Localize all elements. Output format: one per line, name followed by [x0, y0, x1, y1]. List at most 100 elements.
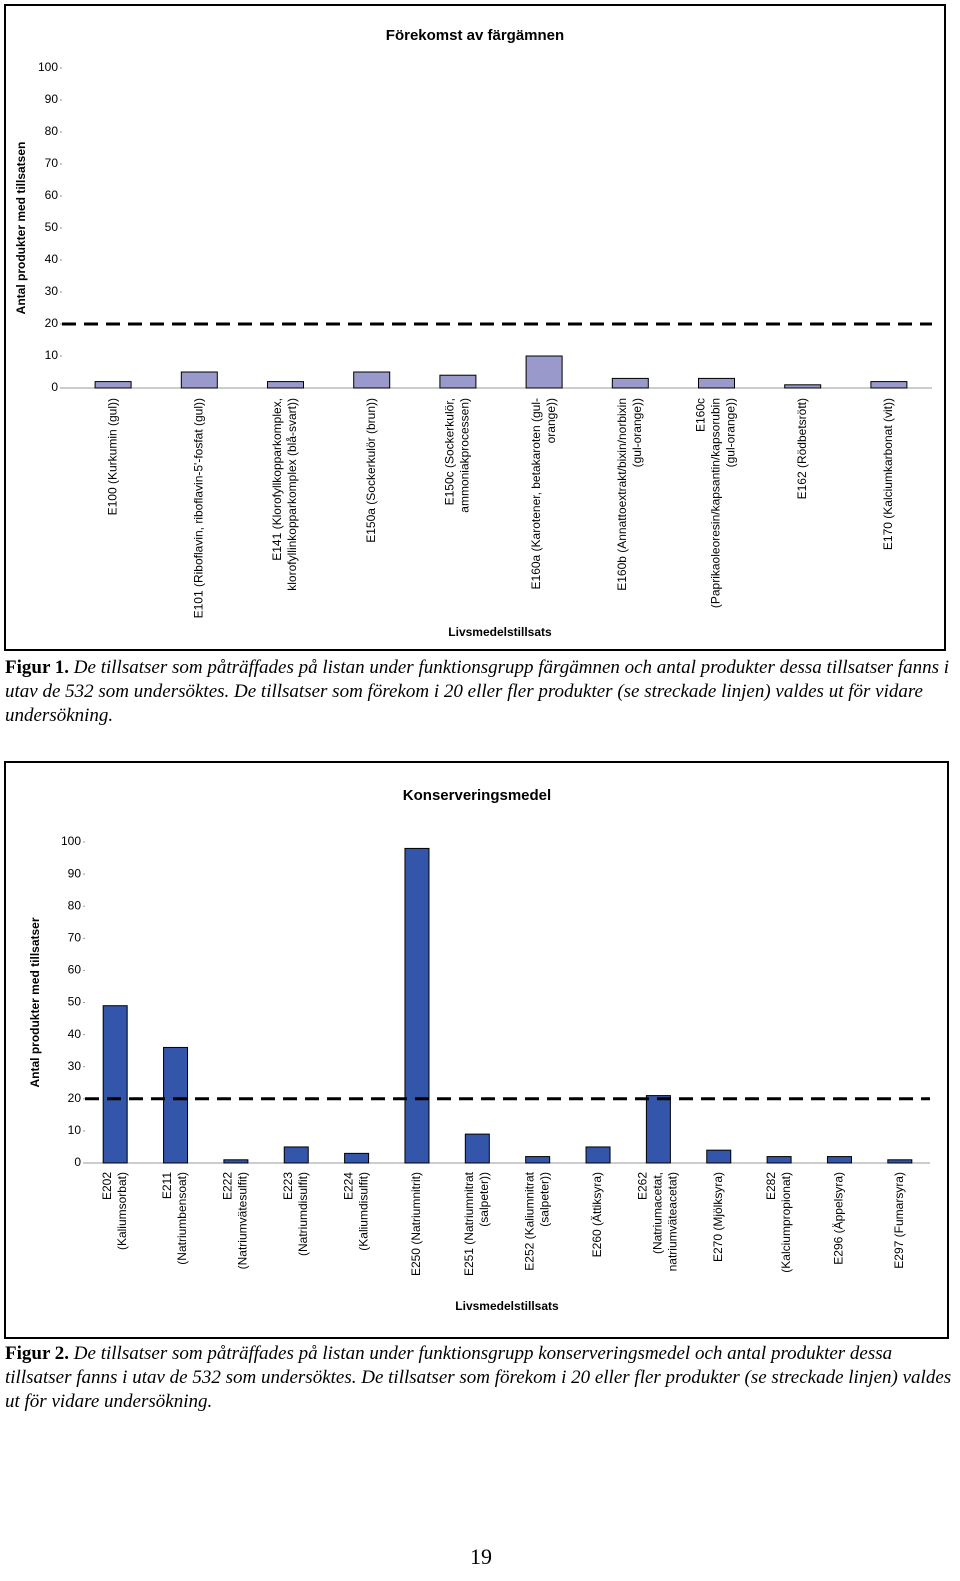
x-tick-label: E297 (Fumarsyra) [892, 1172, 906, 1269]
x-tick-label: (Natriumacetat, [651, 1172, 665, 1254]
figure-frame [4, 761, 949, 1339]
x-tick-label: (gul-orange)) [724, 398, 738, 467]
x-tick-label: E260 (Ättiksyra) [590, 1172, 604, 1257]
y-tick-label: 40 [45, 252, 59, 266]
y-tick-label: 50 [68, 995, 82, 1009]
bar [353, 371, 391, 389]
y-tick-label: 30 [45, 284, 59, 298]
x-tick-label: E250 (Natriumnitrit) [409, 1172, 423, 1276]
x-tick-label: (Paprikaoleoresin/kapsantin/kapsorubin [709, 398, 723, 608]
y-tick-label: 100 [61, 834, 81, 848]
page-number: 19 [470, 1544, 492, 1569]
y-tick-label: 10 [45, 348, 59, 362]
x-tick-label: ammoniakprocessen) [458, 398, 472, 513]
bar [439, 374, 477, 389]
y-tick-label: 100 [38, 60, 58, 74]
bar [344, 1152, 370, 1164]
x-tick-label: (salpeter)) [477, 1172, 491, 1227]
bar [404, 847, 430, 1164]
x-tick-label: E141 (Klorofyllkopparkomplex, [270, 398, 284, 561]
chart-title: Konserveringsmedel [403, 787, 551, 804]
x-tick-label: (Natriumvätesulfit) [236, 1172, 250, 1269]
x-tick-label: (Kalciumpropionat) [779, 1172, 793, 1273]
x-tick-label: E262 [636, 1172, 650, 1200]
y-tick-label: 90 [45, 92, 59, 106]
x-tick-label: (Natriumbensoat) [175, 1172, 189, 1265]
x-axis-title: Livsmedelstillsats [448, 625, 552, 639]
x-tick-label: klorofyllinkopparkomplex (blå-svart)) [285, 398, 299, 591]
bar [102, 1005, 128, 1164]
x-tick-label: (salpeter)) [537, 1172, 551, 1227]
x-tick-label: E101 (Riboflavin, riboflavin-5'-fosfat (… [191, 398, 205, 618]
bar [267, 381, 304, 389]
x-tick-label: E211 [160, 1172, 174, 1199]
y-tick-label: 80 [68, 898, 82, 912]
x-tick-label: E150a (Sockerkulör (brun)) [364, 398, 378, 543]
caption-text: De tillsatser som påträffades på listan … [5, 1343, 952, 1412]
x-tick-label: E160a (Karotener, betakaroten (gul- [529, 398, 543, 589]
x-tick-label: orange)) [544, 398, 558, 443]
caption-label: Figur 1. [5, 657, 70, 678]
y-tick-label: 0 [51, 380, 58, 394]
x-tick-label: E270 (Mjölksyra) [711, 1172, 725, 1262]
x-tick-label: E282 [764, 1172, 778, 1200]
bar [525, 355, 563, 389]
x-tick-label: (Kaliumsorbat) [115, 1172, 129, 1250]
y-axis-title: Antal produkter med tillsatsen [14, 142, 28, 315]
x-tick-label: E252 (Kaliumnitrat [522, 1171, 536, 1270]
x-tick-label: E170 (Kalciumkarbonat (vit)) [881, 398, 895, 550]
bar [784, 384, 822, 389]
caption: Figur 2. De tillsatser som påträffades p… [5, 1342, 955, 1414]
x-tick-label: (gul-orange)) [630, 398, 644, 467]
bar [887, 1159, 913, 1164]
x-tick-label: E222 [221, 1172, 235, 1200]
x-tick-label: E251 (Natriumnitrat [462, 1171, 476, 1276]
y-tick-label: 60 [68, 963, 82, 977]
x-tick-label: E296 (Äppelsyra) [832, 1172, 846, 1265]
bar [645, 1095, 671, 1164]
y-axis-title: Antal produkter med tillsatser [28, 917, 42, 1087]
x-tick-label: E162 (Rödbetsrött) [795, 398, 809, 499]
y-tick-label: 20 [68, 1091, 82, 1105]
x-tick-label: E202 [100, 1172, 114, 1200]
chart-title: Förekomst av färgämnen [386, 27, 564, 44]
x-tick-label: E160c [694, 398, 708, 432]
bar [464, 1133, 490, 1164]
y-tick-label: 80 [45, 124, 59, 138]
x-tick-label: E224 [341, 1172, 355, 1200]
y-tick-label: 50 [45, 220, 59, 234]
x-tick-label: E160b (Annattoextrakt/bixin/norbixin [615, 398, 629, 591]
x-axis-title: Livsmedelstillsats [455, 1299, 559, 1313]
y-tick-label: 90 [68, 866, 82, 880]
bar [223, 1159, 249, 1164]
figure-frame [4, 4, 946, 651]
bar [180, 371, 218, 389]
x-tick-label: natriumväteacetat) [666, 1172, 680, 1271]
y-tick-label: 60 [45, 188, 59, 202]
y-tick-label: 20 [45, 316, 59, 330]
x-tick-label: E150c (Sockerkulör, [443, 398, 457, 505]
bar [283, 1146, 309, 1164]
bar [163, 1046, 189, 1164]
bar [94, 381, 132, 389]
bar [826, 1156, 852, 1164]
bar [766, 1156, 792, 1164]
y-tick-label: 10 [68, 1123, 82, 1137]
caption-label: Figur 2. [5, 1343, 70, 1364]
y-tick-label: 30 [68, 1059, 82, 1073]
bar [698, 377, 735, 389]
y-tick-label: 40 [68, 1027, 82, 1041]
y-tick-label: 70 [68, 930, 82, 944]
x-tick-label: E223 [281, 1172, 295, 1200]
x-tick-label: (Natriumdisulfit) [296, 1172, 310, 1256]
y-tick-label: 0 [74, 1155, 81, 1169]
x-tick-label: E100 (Kurkumin (gul)) [105, 398, 119, 515]
bar [706, 1149, 732, 1164]
x-tick-label: (Kaliumdisulfit) [356, 1172, 370, 1251]
caption-text: De tillsatser som påträffades på listan … [5, 657, 950, 726]
bar [611, 377, 649, 389]
bar [870, 381, 908, 389]
caption: Figur 1. De tillsatser som påträffades p… [5, 656, 955, 728]
